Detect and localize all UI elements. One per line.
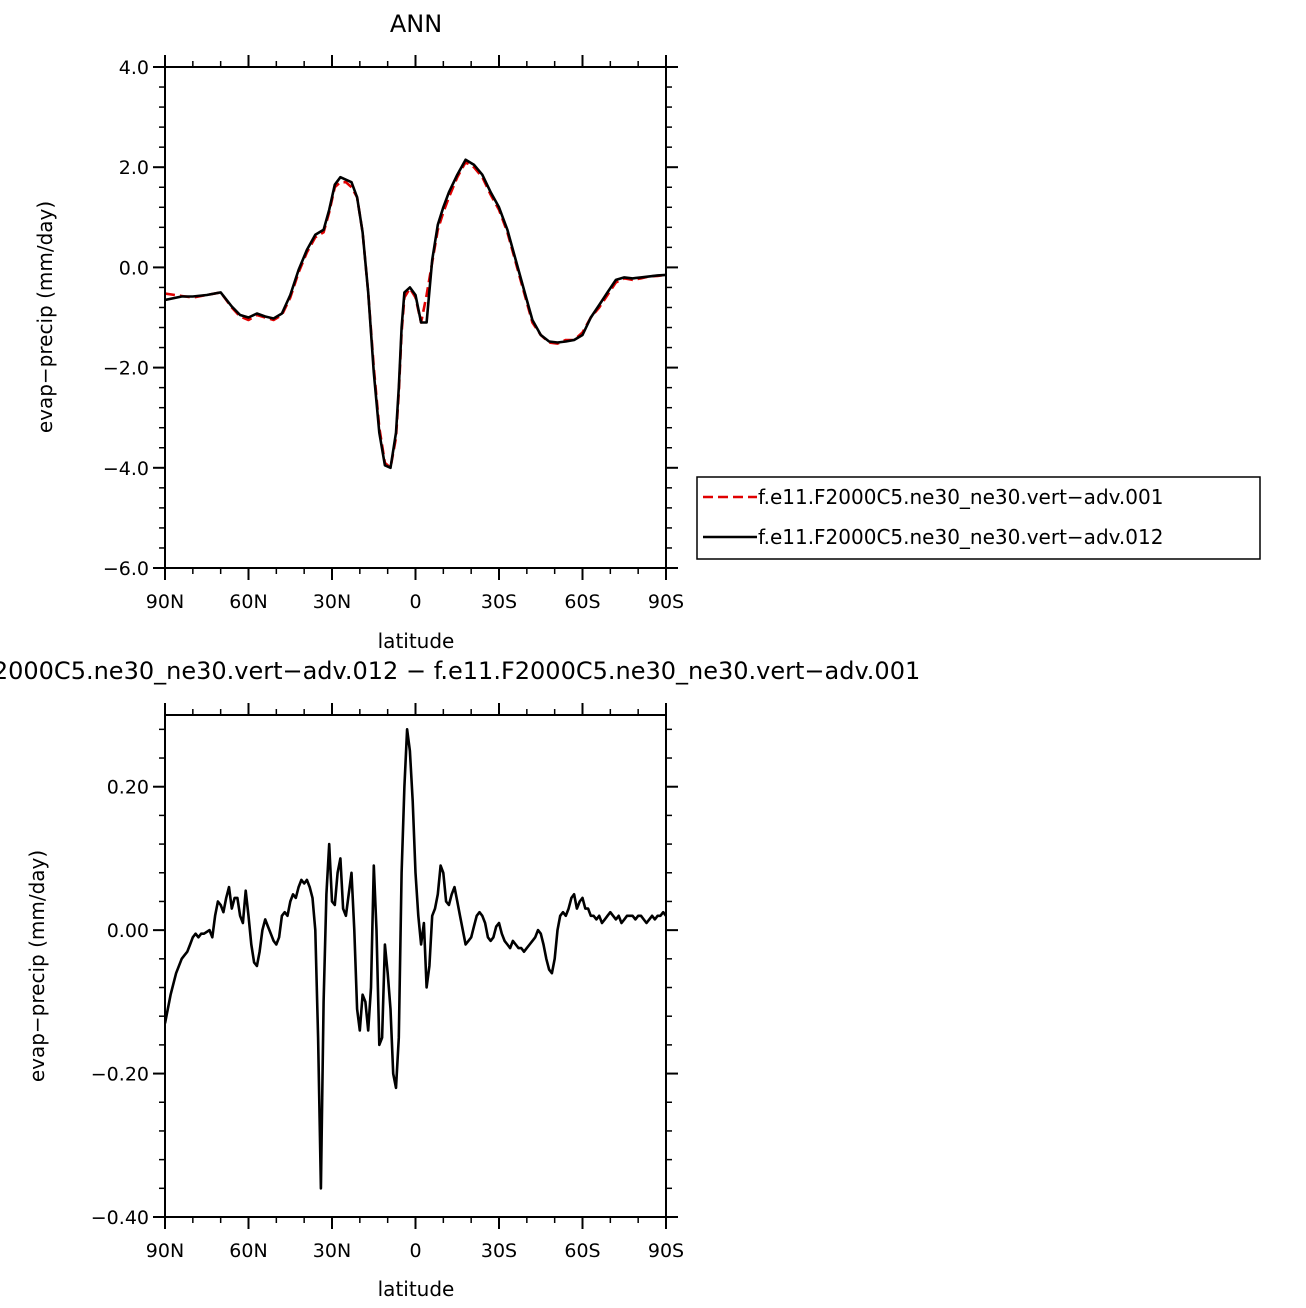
top-y-tick-label: −4.0: [103, 458, 149, 480]
top-y-tick-label: −2.0: [103, 358, 149, 380]
bottom-y-tick-label: −0.20: [91, 1064, 149, 1086]
top-x-tick-label: 60S: [564, 591, 600, 613]
top-chart-title: ANN: [390, 10, 442, 38]
legend-label-012: f.e11.F2000C5.ne30_ne30.vert−adv.012: [758, 525, 1163, 549]
bottom-x-tick-label: 60N: [229, 1240, 267, 1262]
top-x-tick-label: 30N: [313, 591, 351, 613]
top-y-tick-label: 2.0: [119, 157, 149, 179]
bottom-x-tick-label: 30S: [481, 1240, 517, 1262]
bottom-y-tick-label: 0.00: [107, 920, 149, 942]
bottom-y-tick-label: 0.20: [107, 777, 149, 799]
top-x-tick-label: 30S: [481, 591, 517, 613]
top-legend: f.e11.F2000C5.ne30_ne30.vert−adv.001 f.e…: [696, 476, 1261, 560]
legend-label-001: f.e11.F2000C5.ne30_ne30.vert−adv.001: [758, 485, 1163, 509]
top-y-axis-label: evap−precip (mm/day): [33, 201, 57, 433]
bottom-x-tick-label: 90N: [146, 1240, 184, 1262]
bottom-x-tick-label: 90S: [648, 1240, 684, 1262]
bottom-x-tick-label: 60S: [564, 1240, 600, 1262]
bottom-x-tick-label: 30N: [313, 1240, 351, 1262]
top-panel: ANN latitude evap−precip (mm/day) 90N 60N…: [33, 10, 684, 653]
bottom-y-tick-label: −0.40: [91, 1207, 149, 1229]
top-x-tick-label: 90S: [648, 591, 684, 613]
bottom-series-line-0: [165, 728, 666, 1190]
bottom-plot-frame: [164, 714, 667, 1218]
top-series-line-1: [165, 158, 666, 470]
top-y-tick-label: 0.0: [119, 257, 149, 279]
bottom-y-axis-label: evap−precip (mm/day): [25, 850, 49, 1082]
top-y-tick-label: −6.0: [103, 558, 149, 580]
bottom-x-axis-label: latitude: [378, 1277, 455, 1301]
top-x-tick-label: 90N: [146, 591, 184, 613]
bottom-chart-title: f.e11.F2000C5.ne30_ne30.vert−adv.012 − f…: [0, 657, 920, 685]
bottom-x-tick-label: 0: [409, 1240, 421, 1262]
top-y-tick-label: 4.0: [119, 57, 149, 79]
bottom-panel: f.e11.F2000C5.ne30_ne30.vert−adv.012 − f…: [0, 657, 920, 1301]
top-x-axis-label: latitude: [378, 629, 455, 653]
top-x-tick-label: 60N: [229, 591, 267, 613]
top-x-tick-label: 0: [409, 591, 421, 613]
legend-box: [696, 476, 1261, 560]
